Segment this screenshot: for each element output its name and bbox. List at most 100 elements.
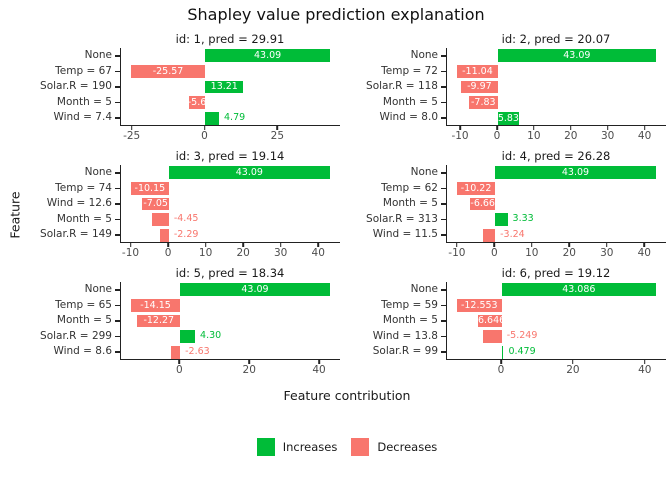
x-tick-mark [605, 243, 608, 247]
y-tick-mark [115, 187, 120, 190]
bar-value-label: 43.09 [235, 167, 263, 179]
x-tick-mark [572, 360, 574, 364]
y-axis-label: None [354, 48, 446, 64]
facet-title: id: 1, pred = 29.91 [175, 32, 285, 46]
legend-label: Increases [282, 440, 338, 454]
x-tick-label: 20 [562, 247, 576, 259]
bar-value-label: -6.66 [470, 198, 495, 210]
x-tick-mark [500, 360, 502, 364]
bar [152, 213, 169, 226]
facet-panel: id: 4, pred = 26.28 None Temp = 62 Month = … [354, 149, 666, 259]
x-tick-label: 20 [564, 130, 578, 142]
x-tick-mark [531, 243, 533, 247]
bar: -6.646 [475, 314, 505, 328]
x-tick-label: 30 [600, 130, 615, 142]
facet-title: id: 5, pred = 18.34 [175, 266, 285, 280]
x-axis-title: Feature contribution [283, 388, 411, 403]
facet-panel: id: 5, pred = 18.34 None Temp = 65 Month = … [28, 266, 340, 376]
y-tick-mark [441, 351, 446, 353]
x-tick-mark [130, 126, 133, 130]
x-tick-label: 30 [600, 247, 614, 259]
x-tick-mark [204, 243, 207, 247]
x-tick-label: 0 [493, 130, 501, 142]
bar: 43.086 [501, 283, 656, 297]
plot-area: 43.09 -10.15 -7.05 -4.45 -2.29 [120, 165, 340, 243]
y-axis-labels: None Temp = 74 Wind = 12.6 Month = 5 Solar.R… [28, 165, 120, 243]
facet-panel: id: 6, pred = 19.12 None Temp = 59 Month = … [354, 266, 666, 376]
bar-value-label: 43.09 [254, 50, 282, 62]
bar-value-label: 43.09 [563, 50, 591, 62]
x-tick-mark [643, 360, 646, 364]
plot-area: 43.086 -12.553 -6.646 -5.249 0.479 [446, 282, 666, 360]
y-axis-title: Feature [7, 191, 23, 239]
facet-title: id: 3, pred = 19.14 [175, 149, 285, 163]
x-axis: 0 20 40 [120, 360, 340, 376]
y-tick-mark [441, 320, 446, 322]
plot-area: 43.09 -11.04 -9.97 -7.83 5.83 [446, 48, 666, 126]
facet-body: None Temp = 74 Wind = 12.6 Month = 5 Solar.R… [28, 165, 340, 243]
x-tick-mark [279, 243, 282, 247]
y-axis-label: Wind = 12.6 [28, 196, 120, 212]
bar-value-label: -4.45 [173, 213, 199, 225]
y-tick-mark [115, 172, 120, 174]
facet-title: id: 2, pred = 20.07 [501, 32, 611, 46]
x-tick-mark [496, 126, 498, 130]
bar-value-label: -2.63 [185, 345, 210, 357]
x-tick-mark [167, 243, 169, 247]
x-tick-mark [456, 243, 458, 247]
bar: 13.21 [205, 80, 244, 94]
y-axis-label: Month = 5 [354, 196, 446, 212]
y-tick-mark [441, 289, 446, 291]
y-tick-mark [115, 55, 120, 57]
bar: 43.09 [497, 49, 657, 63]
x-tick-label: 40 [637, 247, 651, 259]
x-tick-mark [129, 243, 132, 247]
y-tick-mark [441, 304, 446, 307]
bar-value-label: 3.33 [512, 213, 534, 225]
y-tick-mark [115, 351, 120, 353]
y-axis-label: Month = 5 [28, 313, 120, 329]
y-axis-label: Month = 5 [28, 212, 120, 228]
y-axis-label: None [28, 282, 120, 298]
y-tick-mark [115, 70, 120, 73]
y-tick-mark [115, 335, 120, 338]
bar-value-label: -2.29 [173, 228, 199, 240]
bar-value-label: 43.086 [562, 284, 596, 296]
y-axis-label: Solar.R = 99 [354, 344, 446, 360]
bar-value-label: 4.30 [200, 330, 222, 342]
y-tick-mark [115, 289, 120, 291]
y-axis-labels: None Temp = 59 Month = 5 Wind = 13.8 Solar.R… [354, 282, 446, 360]
x-tick-label: 25 [270, 130, 285, 142]
x-tick-label: 0 [497, 364, 505, 376]
bar-value-label: -5.249 [506, 330, 538, 342]
y-axis-label: Solar.R = 299 [28, 329, 120, 345]
y-tick-mark [115, 234, 120, 236]
bar-value-label: 43.09 [241, 284, 269, 296]
y-axis-labels: None Temp = 65 Month = 5 Solar.R = 299 Wind … [28, 282, 120, 360]
y-tick-mark [115, 218, 120, 221]
y-tick-mark [115, 203, 120, 205]
bar: -5.6 [188, 96, 206, 109]
facet-panel: id: 3, pred = 19.14 None Temp = 74 Wind = 1… [28, 149, 340, 259]
bar-value-label: 13.21 [210, 81, 238, 93]
y-axis-label: None [28, 48, 120, 64]
x-tick-label: 40 [637, 130, 652, 142]
x-tick-label: 20 [236, 247, 250, 259]
bar-value-label: -25.57 [152, 65, 184, 77]
bar: -7.83 [468, 96, 498, 109]
x-tick-mark [606, 126, 609, 130]
x-axis: -10 0 10 20 30 40 [446, 126, 666, 142]
y-tick-mark [115, 304, 120, 307]
y-tick-mark [441, 218, 446, 221]
x-tick-mark [276, 126, 279, 130]
bar: 43.09 [495, 166, 656, 180]
facet-body: None Temp = 72 Solar.R = 118 Month = 5 Wind … [354, 48, 666, 126]
plot-area: 43.09 -10.22 -6.66 3.33 -3.24 [446, 165, 666, 243]
legend-label: Decreases [377, 440, 438, 454]
y-tick-mark [115, 86, 120, 88]
y-tick-mark [441, 335, 446, 338]
y-axis-label: None [354, 165, 446, 181]
bar: 5.83 [497, 111, 520, 125]
facet-panel: id: 2, pred = 20.07 None Temp = 72 Solar.R … [354, 32, 666, 142]
x-tick-mark [493, 243, 496, 247]
